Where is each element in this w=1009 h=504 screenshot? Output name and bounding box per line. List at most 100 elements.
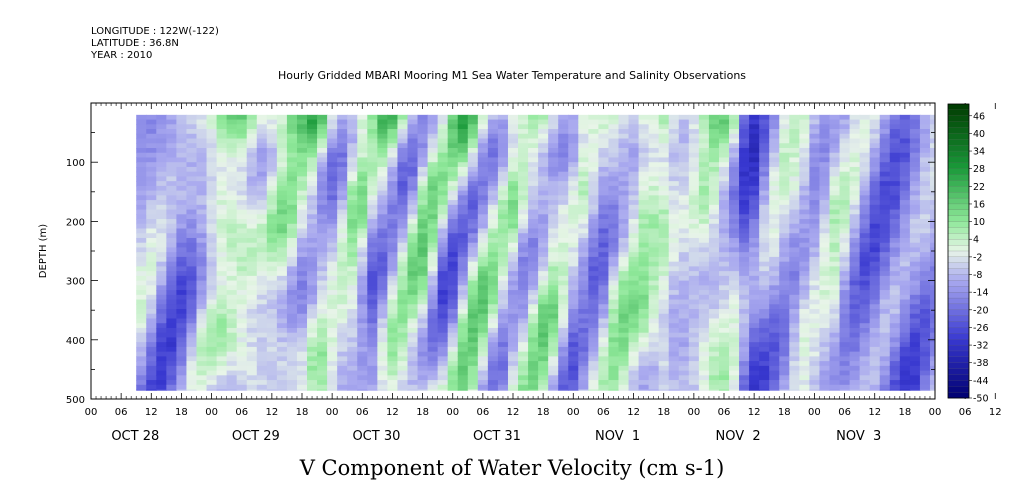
heatmap-cell	[779, 356, 790, 362]
heatmap-cell	[708, 242, 720, 249]
heatmap-cell	[568, 365, 579, 372]
heatmap-cell	[698, 285, 710, 291]
heatmap-cell	[678, 342, 690, 348]
heatmap-cell	[407, 285, 419, 291]
heatmap-cell	[347, 280, 358, 286]
heatmap-cell	[869, 176, 881, 182]
heatmap-cell	[729, 190, 740, 196]
heatmap-cell	[347, 237, 358, 244]
heatmap-cell	[678, 323, 690, 329]
heatmap-cell	[618, 361, 630, 367]
heatmap-cell	[548, 370, 559, 376]
heatmap-cell	[427, 285, 439, 291]
heatmap-cell	[598, 266, 610, 272]
heatmap-cell	[528, 152, 539, 159]
heatmap-cell	[598, 228, 610, 234]
heatmap-cell	[146, 327, 157, 334]
heatmap-cell	[739, 313, 750, 320]
heatmap-cell	[899, 209, 911, 215]
heatmap-cell	[166, 266, 178, 272]
heatmap-cell	[307, 233, 318, 239]
heatmap-cell	[246, 323, 258, 329]
heatmap-cell	[538, 299, 549, 305]
heatmap-cell	[307, 200, 318, 206]
heatmap-cell	[226, 247, 238, 253]
heatmap-cell	[457, 181, 469, 187]
heatmap-cell	[718, 299, 730, 305]
heatmap-cell	[226, 185, 238, 192]
heatmap-cell	[397, 313, 409, 320]
heatmap-cell	[919, 214, 931, 220]
heatmap-cell	[357, 228, 368, 234]
heatmap-cell	[166, 219, 178, 225]
heatmap-cell	[216, 351, 228, 357]
heatmap-cell	[879, 124, 891, 130]
heatmap-cell	[688, 384, 700, 391]
heatmap-cell	[156, 342, 167, 348]
heatmap-cell	[226, 195, 238, 201]
heatmap-cell	[256, 171, 268, 178]
heatmap-cell	[789, 318, 800, 324]
heatmap-cell	[769, 157, 780, 163]
heatmap-cell	[397, 219, 409, 225]
heatmap-cell	[678, 162, 690, 168]
heatmap-cell	[769, 313, 780, 320]
heatmap-cell	[528, 299, 539, 305]
heatmap-cell	[668, 389, 680, 391]
heatmap-cell	[156, 181, 167, 187]
heatmap-cell	[909, 162, 921, 168]
heatmap-cell	[196, 384, 208, 391]
heatmap-cell	[708, 313, 720, 320]
heatmap-cell	[467, 119, 479, 125]
heatmap-cell	[759, 337, 770, 343]
heatmap-cell	[739, 356, 750, 362]
heatmap-cell	[246, 176, 258, 182]
heatmap-cell	[779, 271, 790, 277]
heatmap-cell	[226, 384, 238, 391]
heatmap-cells	[136, 114, 935, 391]
heatmap-cell	[236, 119, 248, 125]
heatmap-cell	[769, 294, 780, 301]
heatmap-cell	[608, 181, 620, 187]
heatmap-cell	[347, 309, 358, 315]
heatmap-cell	[638, 323, 650, 329]
heatmap-cell	[286, 280, 298, 286]
heatmap-cell	[929, 200, 935, 206]
heatmap-cell	[718, 171, 730, 178]
heatmap-cell	[236, 204, 248, 211]
heatmap-cell	[588, 261, 600, 267]
heatmap-cell	[929, 166, 935, 173]
heatmap-cell	[367, 294, 378, 301]
heatmap-cell	[497, 143, 509, 149]
heatmap-cell	[186, 228, 198, 234]
heatmap-cell	[467, 271, 479, 277]
heatmap-cell	[598, 129, 610, 135]
heatmap-cell	[608, 200, 620, 206]
heatmap-cell	[548, 275, 559, 282]
heatmap-cell	[568, 280, 579, 286]
heatmap-cell	[638, 242, 650, 249]
heatmap-cell	[266, 214, 278, 220]
heatmap-cell	[307, 318, 318, 324]
heatmap-cell	[437, 290, 449, 296]
heatmap-cell	[387, 119, 399, 125]
heatmap-cell	[688, 290, 700, 296]
heatmap-cell	[206, 280, 218, 286]
heatmap-cell	[608, 261, 620, 267]
heatmap-cell	[568, 380, 579, 386]
heatmap-cell	[186, 384, 198, 391]
heatmap-cell	[849, 280, 861, 286]
heatmap-cell	[166, 280, 178, 286]
heatmap-cell	[558, 129, 569, 135]
heatmap-cell	[598, 271, 610, 277]
heatmap-cell	[819, 157, 831, 163]
heatmap-cell	[417, 346, 429, 353]
heatmap-cell	[889, 181, 901, 187]
heatmap-cell	[628, 171, 640, 178]
heatmap-cell	[668, 176, 680, 182]
heatmap-cell	[367, 200, 378, 206]
heatmap-cell	[779, 138, 790, 144]
heatmap-cell	[879, 114, 891, 121]
heatmap-cell	[799, 365, 811, 372]
heatmap-cell	[497, 204, 509, 211]
